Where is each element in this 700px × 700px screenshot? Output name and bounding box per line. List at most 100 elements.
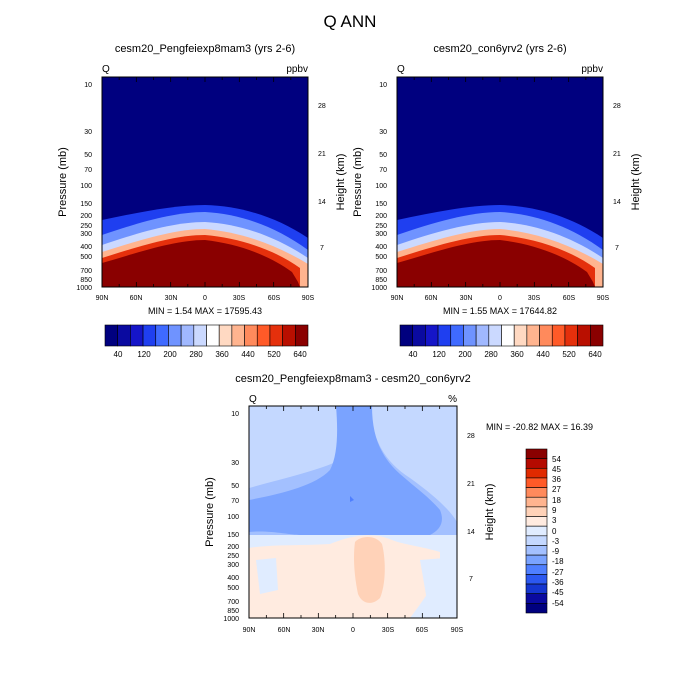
y-tick-label: 500 — [80, 254, 92, 261]
y-tick-label: 400 — [375, 244, 387, 251]
panel-2-title: cesm20_con6yrv2 (yrs 2-6) — [433, 43, 566, 55]
colorbar-swatch — [295, 324, 309, 347]
y-tick-label: 850 — [375, 277, 387, 284]
colorbar-swatch — [501, 324, 515, 347]
colorbar-label: 120 — [137, 350, 151, 359]
x-tick-label: 90S — [451, 627, 464, 634]
x-tick-label: 60S — [268, 295, 281, 302]
colorbar-swatch — [525, 477, 548, 488]
panel-3-field — [249, 406, 457, 618]
colorbar-label: 360 — [215, 350, 229, 359]
colorbar-swatch — [256, 324, 271, 347]
colorbar-swatch — [525, 516, 548, 527]
y-right-tick-label: 28 — [613, 103, 621, 110]
y-right-tick-label: 28 — [467, 433, 475, 440]
colorbar-label: 440 — [241, 350, 255, 359]
y-tick-label: 850 — [227, 608, 239, 615]
colorbar-swatch — [525, 458, 548, 469]
y-tick-label: 10 — [231, 411, 239, 418]
colorbar-swatch — [525, 593, 548, 604]
y-tick-label: 100 — [80, 183, 92, 190]
colorbar-swatch — [525, 554, 548, 566]
colorbar-label: 0 — [552, 527, 557, 536]
y-right-tick-label: 28 — [318, 103, 326, 110]
panel-3-variable: Q — [249, 394, 257, 405]
y-tick-label: 500 — [375, 254, 387, 261]
panel-2-y-ticks-right: 28 21 14 7 — [613, 103, 621, 252]
colorbar-label: 200 — [458, 350, 472, 359]
panel-1-y-ticks-right: 28 21 14 7 — [318, 103, 326, 252]
y-tick-label: 50 — [84, 152, 92, 159]
colorbar-swatch — [104, 324, 118, 347]
panel-2-minmax: MIN = 1.55 MAX = 17644.82 — [443, 306, 557, 316]
y-tick-label: 250 — [80, 223, 92, 230]
y-right-tick-label: 7 — [320, 245, 324, 252]
colorbar-swatch — [551, 324, 566, 347]
y-tick-label: 30 — [379, 129, 387, 136]
y-tick-label: 200 — [375, 213, 387, 220]
y-tick-label: 1000 — [371, 285, 387, 292]
colorbar-label: 280 — [484, 350, 498, 359]
panel-2-variable: Q — [397, 64, 405, 75]
colorbar-swatch — [412, 324, 426, 347]
x-tick-label: 60N — [130, 295, 143, 302]
y-tick-label: 700 — [227, 599, 239, 606]
colorbar-swatch — [463, 324, 477, 347]
y-tick-label: 70 — [379, 167, 387, 174]
panel-3-colorbar — [525, 448, 548, 614]
colorbar-label: -27 — [552, 568, 564, 577]
colorbar-swatch — [564, 324, 578, 347]
colorbar-label: 40 — [114, 350, 123, 359]
panel-3-ylabel-right: Height (km) — [484, 484, 496, 541]
colorbar-swatch — [399, 324, 413, 347]
colorbar-swatch — [525, 603, 548, 614]
y-right-tick-label: 7 — [615, 245, 619, 252]
colorbar-swatch — [590, 324, 604, 347]
colorbar-swatch — [218, 324, 233, 347]
y-tick-label: 250 — [227, 553, 239, 560]
colorbar-swatch — [525, 487, 548, 498]
colorbar-swatch — [244, 324, 258, 347]
panel-1-ylabel-right: Height (km) — [335, 154, 347, 211]
y-tick-label: 70 — [84, 167, 92, 174]
panel-3-title: cesm20_Pengfeiexp8mam3 - cesm20_con6yrv2 — [235, 373, 470, 385]
colorbar-swatch — [525, 496, 548, 508]
colorbar-swatch — [206, 324, 220, 347]
panel-1-x-ticks: 90N 60N 30N 0 30S 60S 90S — [96, 295, 315, 302]
x-tick-label: 30S — [233, 295, 246, 302]
y-tick-label: 400 — [227, 575, 239, 582]
x-tick-label: 90N — [243, 627, 256, 634]
panel-1-units: ppbv — [286, 64, 308, 75]
y-tick-label: 700 — [80, 268, 92, 275]
y-tick-label: 200 — [80, 213, 92, 220]
colorbar-label: 280 — [189, 350, 203, 359]
y-tick-label: 100 — [375, 183, 387, 190]
y-right-tick-label: 14 — [467, 529, 475, 536]
colorbar-swatch — [450, 324, 464, 347]
panel-1-variable: Q — [102, 64, 110, 75]
panel-2-units: ppbv — [581, 64, 603, 75]
colorbar-swatch — [488, 324, 502, 347]
colorbar-label: 45 — [552, 465, 561, 474]
colorbar-swatch — [437, 324, 452, 347]
y-right-tick-label: 7 — [469, 576, 473, 583]
colorbar-label: 120 — [432, 350, 446, 359]
y-tick-label: 1000 — [223, 616, 239, 623]
y-tick-label: 850 — [80, 277, 92, 284]
panel-1-title: cesm20_Pengfeiexp8mam3 (yrs 2-6) — [115, 43, 295, 55]
colorbar-label: 3 — [552, 516, 557, 525]
x-tick-label: 0 — [351, 627, 355, 634]
colorbar-swatch — [475, 324, 490, 347]
panel-3-colorbar-labels: 54 45 36 27 18 9 3 0 -3 -9 -18 -27 -36 -… — [552, 455, 564, 608]
colorbar-swatch — [539, 324, 553, 347]
colorbar-swatch — [525, 545, 548, 556]
panel-3-units: % — [448, 394, 457, 405]
colorbar-label: 200 — [163, 350, 177, 359]
y-right-tick-label: 21 — [613, 151, 621, 158]
y-tick-label: 200 — [227, 544, 239, 551]
colorbar-label: 640 — [588, 350, 602, 359]
x-tick-label: 0 — [498, 295, 502, 302]
y-tick-label: 50 — [379, 152, 387, 159]
panel-2-ylabel-right: Height (km) — [630, 154, 642, 211]
panel-2-field — [397, 77, 603, 287]
